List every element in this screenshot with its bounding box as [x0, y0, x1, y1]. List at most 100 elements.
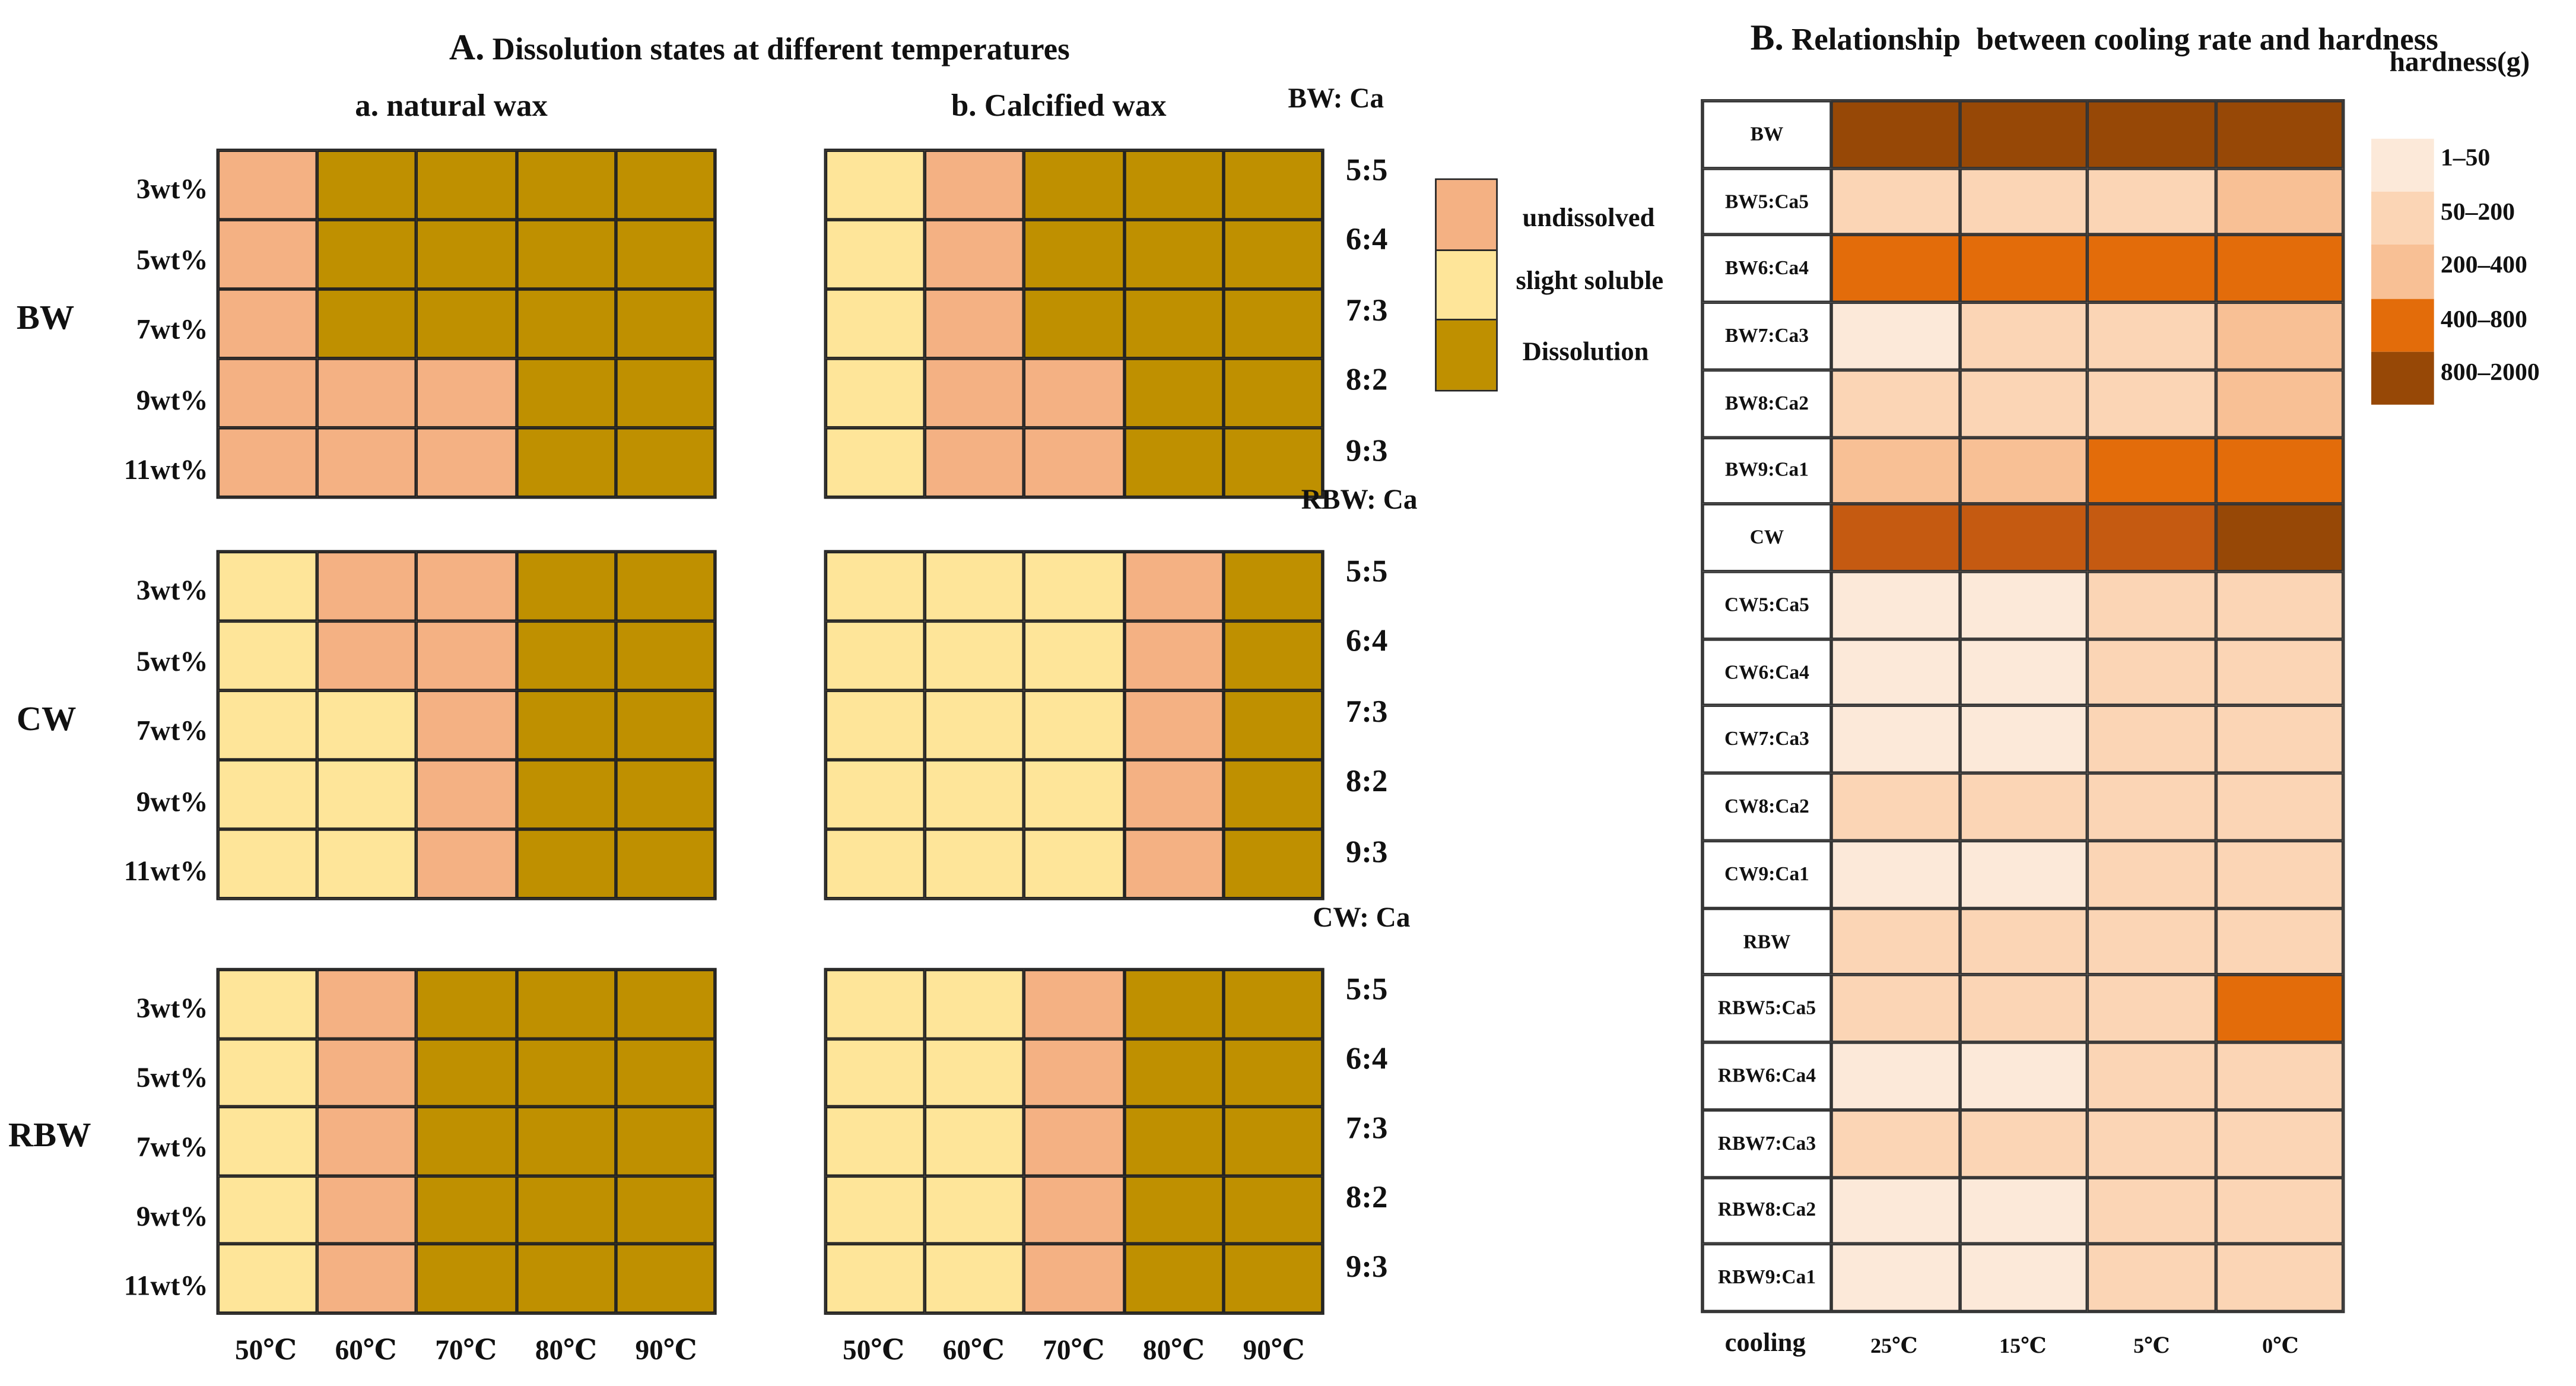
- heatmap-cell: [2215, 369, 2343, 437]
- heatmap-cell: [1831, 1042, 1959, 1110]
- heatmap-cell: [1223, 220, 1323, 289]
- x-tick-label: 25℃: [1870, 1333, 1918, 1358]
- ratio-label: 6:4: [1345, 624, 1388, 660]
- row-label: 9wt%: [136, 1201, 208, 1233]
- x-tick-label: 70℃: [1043, 1334, 1105, 1366]
- row-label: 11wt%: [123, 453, 208, 486]
- heatmap-cell: [2087, 437, 2215, 505]
- subpanel-a-text: natural wax: [386, 89, 548, 124]
- x-tick-label: 90℃: [635, 1334, 697, 1366]
- row-label: CW5:Ca5: [1702, 571, 1832, 639]
- heatmap-cell: [2087, 571, 2215, 639]
- hardness-heatmap: BW BW5:Ca5 BW6:Ca4 BW7:Ca3 BW8:Ca2 BW9:Ca1 CW C…: [1701, 99, 2345, 1314]
- heatmap-cell: [615, 150, 715, 220]
- heatmap-cell: [516, 760, 616, 829]
- ratio-label: 5:5: [1345, 973, 1388, 1008]
- heatmap-cell: [1959, 1042, 2088, 1110]
- heatmap-cell: [1123, 358, 1224, 428]
- heatmap-cell: [1123, 1175, 1224, 1245]
- heatmap-cell: [615, 1038, 715, 1107]
- heatmap-cell: [825, 427, 925, 497]
- x-tick-label: 80℃: [1142, 1334, 1205, 1366]
- row-label: RBW9:Ca1: [1702, 1244, 1832, 1312]
- row-label: CW8:Ca2: [1702, 773, 1832, 841]
- heatmap-cell: [516, 969, 616, 1039]
- ratio-label: 7:3: [1345, 293, 1388, 329]
- heatmap-cell: [925, 551, 1025, 621]
- heatmap-cell: [615, 621, 715, 691]
- row-label: BW8:Ca2: [1702, 369, 1832, 437]
- ratio-label: 5:5: [1345, 153, 1388, 189]
- ratio-label: 8:2: [1345, 765, 1388, 800]
- heatmap-cell: [1831, 1244, 1959, 1312]
- group-label: CW: [16, 699, 77, 738]
- heatmap-cell: [825, 150, 925, 220]
- x-tick-label: 80℃: [535, 1334, 597, 1366]
- row-label: 11wt%: [123, 1270, 208, 1302]
- heatmap-cell: [1024, 427, 1124, 497]
- x-tick-label: 0℃: [2262, 1333, 2299, 1358]
- heatmap-cell: [317, 760, 417, 829]
- heatmap-cell: [2087, 1109, 2215, 1177]
- heatmap-cell: [1123, 220, 1224, 289]
- heatmap-cell: [1831, 1176, 1959, 1245]
- x-tick-label: 60℃: [942, 1334, 1005, 1366]
- heatmap-cell: [317, 150, 417, 220]
- ratio-label: 6:4: [1345, 1042, 1388, 1077]
- heatmap-cell: [925, 621, 1025, 691]
- legend-label: 200–400: [2440, 252, 2527, 280]
- x-axis-label: cooling: [1724, 1330, 1806, 1358]
- legend-swatch-undissolved: [1436, 180, 1497, 251]
- heatmap-cell: [1223, 358, 1323, 428]
- heatmap-cell: [1831, 841, 1959, 908]
- heatmap-cell: [1123, 1106, 1224, 1176]
- heatmap-cell: [825, 829, 925, 899]
- heatmap-cell: [218, 1244, 317, 1314]
- heatmap-cell: [2087, 168, 2215, 236]
- row-label: 3wt%: [136, 575, 208, 607]
- heatmap-cell: [417, 220, 516, 289]
- subpanel-a-title: a. natural wax: [355, 89, 548, 125]
- x-tick-label: 5℃: [2133, 1333, 2170, 1358]
- heatmap-cell: [516, 1038, 616, 1107]
- row-label: RBW: [1702, 908, 1832, 975]
- heatmap-cell: [218, 690, 317, 760]
- row-label: 7wt%: [136, 314, 208, 345]
- heatmap-cell: [1831, 571, 1959, 639]
- dissolution-grid-a-1: [216, 550, 717, 900]
- heatmap-cell: [1831, 706, 1959, 773]
- legend-swatch: [2371, 351, 2434, 405]
- heatmap-cell: [615, 1106, 715, 1176]
- heatmap-cell: [1959, 908, 2088, 975]
- heatmap-cell: [218, 760, 317, 829]
- heatmap-cell: [1024, 760, 1124, 829]
- heatmap-cell: [2087, 1042, 2215, 1110]
- panel-b-title: B. Relationship between cooling rate and…: [1751, 17, 2438, 59]
- heatmap-cell: [825, 551, 925, 621]
- heatmap-cell: [317, 1175, 417, 1245]
- heatmap-cell: [2215, 504, 2343, 572]
- heatmap-cell: [1831, 369, 1959, 437]
- heatmap-cell: [2087, 841, 2215, 908]
- dissolution-grid-a-0: [216, 148, 717, 499]
- heatmap-cell: [2087, 773, 2215, 841]
- ratio-label: 9:3: [1345, 433, 1388, 469]
- heatmap-cell: [2087, 100, 2215, 169]
- heatmap-cell: [1223, 829, 1323, 899]
- heatmap-cell: [1024, 621, 1124, 691]
- heatmap-cell: [218, 1175, 317, 1245]
- row-label: 9wt%: [136, 384, 208, 416]
- heatmap-cell: [825, 969, 925, 1039]
- heatmap-cell: [1223, 1175, 1323, 1245]
- heatmap-cell: [1831, 639, 1959, 706]
- heatmap-cell: [2215, 639, 2343, 706]
- heatmap-cell: [1831, 437, 1959, 505]
- group-label: BW: [16, 297, 75, 337]
- heatmap-cell: [825, 1175, 925, 1245]
- heatmap-cell: [615, 220, 715, 289]
- heatmap-cell: [1831, 168, 1959, 236]
- row-label: 9wt%: [136, 785, 208, 817]
- x-tick-label: 90℃: [1243, 1334, 1305, 1366]
- heatmap-cell: [2215, 1176, 2343, 1245]
- heatmap-cell: [1959, 571, 2088, 639]
